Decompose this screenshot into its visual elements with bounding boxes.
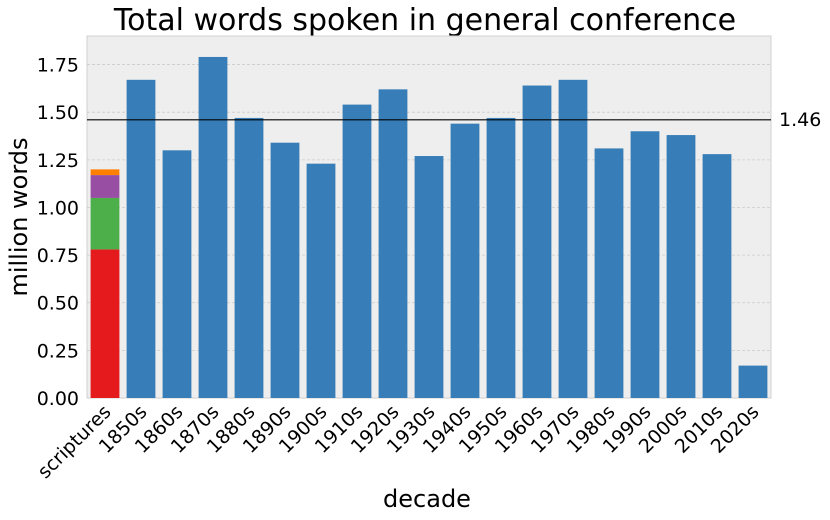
bar: [162, 150, 192, 398]
bar: [306, 163, 336, 398]
y-tick-label: 0.75: [37, 245, 79, 267]
reference-line-group: 1.46: [87, 109, 821, 131]
y-tick-label: 1.50: [37, 102, 79, 124]
bars: [90, 56, 768, 399]
y-tick-label: 1.75: [37, 55, 79, 77]
bar: [234, 117, 264, 398]
bar: [126, 79, 156, 399]
x-axis-label: decade: [383, 485, 471, 513]
y-tick-label: 1.00: [37, 197, 79, 219]
stacked-segment: [90, 249, 120, 398]
bar: [342, 104, 372, 398]
bar: [558, 79, 588, 399]
bar: [666, 135, 696, 399]
x-axis-ticks: scriptures1850s1860s1870s1880s1890s1900s…: [34, 401, 764, 483]
y-tick-label: 0.50: [37, 293, 79, 315]
bar: [702, 154, 732, 398]
bar: [522, 85, 552, 399]
bar: [738, 365, 768, 398]
bar: [198, 56, 228, 399]
stacked-segment: [90, 169, 120, 176]
bar: [270, 142, 300, 398]
stacked-segment: [90, 197, 120, 250]
stacked-segment: [90, 175, 120, 198]
chart-title: Total words spoken in general conference: [113, 3, 736, 38]
bar: [486, 117, 516, 398]
bar: [414, 156, 444, 398]
y-tick-label: 0.00: [37, 388, 79, 410]
y-axis-ticks: 0.00 0.25 0.50 0.75 1.00 1.25 1.50 1.75: [37, 55, 79, 410]
bar: [378, 89, 408, 399]
bar: [450, 123, 480, 399]
y-axis-label: million words: [5, 137, 33, 296]
y-tick-label: 1.25: [37, 150, 79, 172]
reference-line-label: 1.46: [779, 109, 821, 131]
y-tick-label: 0.25: [37, 340, 79, 362]
bar: [630, 131, 660, 398]
bar: [594, 148, 624, 398]
